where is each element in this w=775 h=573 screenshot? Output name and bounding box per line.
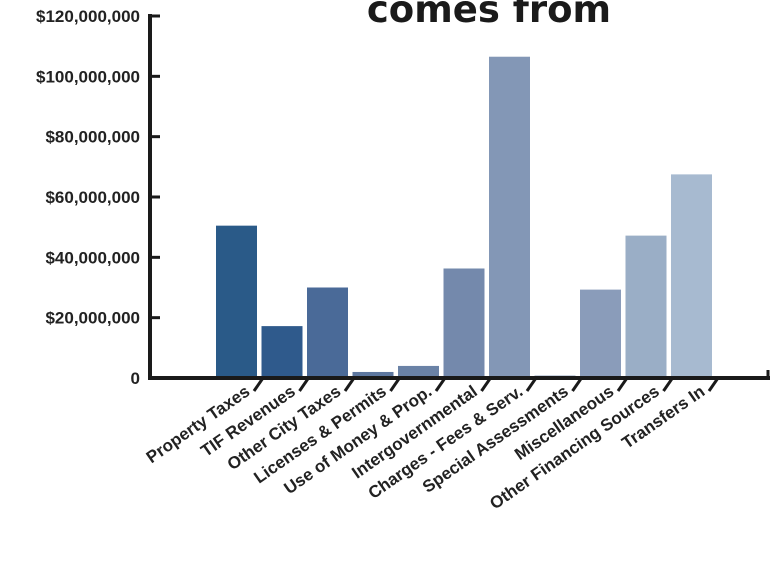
bar [352, 371, 394, 378]
y-tick-label: $100,000,000 [36, 67, 140, 86]
y-tick-label: $40,000,000 [45, 248, 140, 267]
x-tick-mark [616, 377, 629, 392]
y-tick-label: $120,000,000 [36, 7, 140, 26]
bar [625, 235, 667, 378]
x-tick-mark [571, 377, 583, 392]
y-tick-label: 0 [131, 369, 140, 388]
bar [398, 365, 439, 378]
bar [580, 289, 621, 378]
y-tick-label: $20,000,000 [45, 309, 140, 328]
x-tick-mark [525, 377, 538, 392]
y-tick-label: $60,000,000 [45, 188, 140, 207]
x-tick-mark [434, 377, 447, 392]
bar [261, 326, 303, 378]
y-tick-label: $80,000,000 [45, 128, 140, 147]
x-tick-mark [298, 377, 310, 392]
bars-group [216, 56, 712, 378]
x-tick-mark [343, 377, 356, 392]
chart-title: comes from [367, 0, 611, 31]
bar [671, 174, 712, 378]
bar [489, 56, 530, 378]
x-tick-mark [662, 377, 674, 392]
bar [216, 225, 257, 378]
bar [307, 287, 348, 378]
x-tick-mark [480, 377, 492, 392]
x-tick-mark [389, 377, 401, 392]
x-tick-mark [707, 377, 720, 392]
x-tick-mark [252, 377, 265, 392]
bar [443, 268, 485, 378]
y-axis: 0 $20,000,000 $40,000,000 $60,000,000 $80,00… [36, 7, 160, 388]
